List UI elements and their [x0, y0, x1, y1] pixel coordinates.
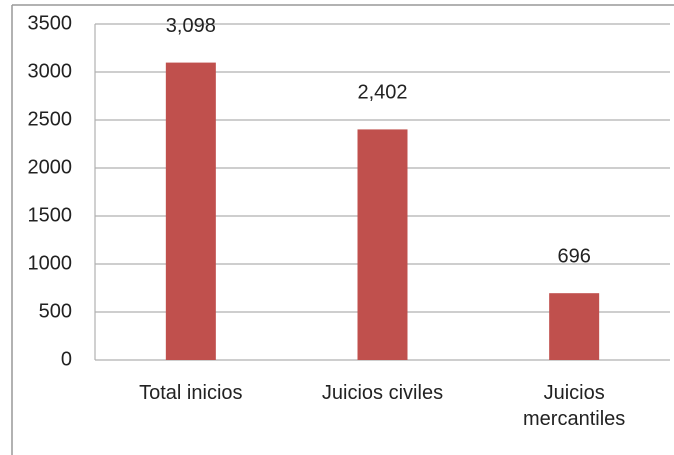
bar — [165, 62, 216, 360]
y-tick-label: 3000 — [28, 60, 73, 82]
x-tick-label: Total inicios — [139, 382, 243, 404]
x-tick-label: Juicios civiles — [321, 382, 444, 404]
y-tick-label: 1500 — [28, 204, 73, 226]
y-tick-label: 1000 — [28, 252, 73, 274]
y-tick-label: 2000 — [28, 156, 73, 178]
value-label: 2,402 — [357, 82, 407, 104]
y-tick-label: 2500 — [28, 108, 73, 130]
y-tick-label: 0 — [61, 348, 72, 370]
x-tick-label: Juicios mercantiles — [523, 382, 626, 430]
bar — [357, 129, 408, 360]
value-label: 3,098 — [166, 15, 216, 37]
y-tick-label: 3500 — [28, 12, 73, 34]
y-tick-label: 500 — [39, 300, 72, 322]
bar — [549, 293, 600, 360]
value-label: 696 — [557, 245, 590, 267]
